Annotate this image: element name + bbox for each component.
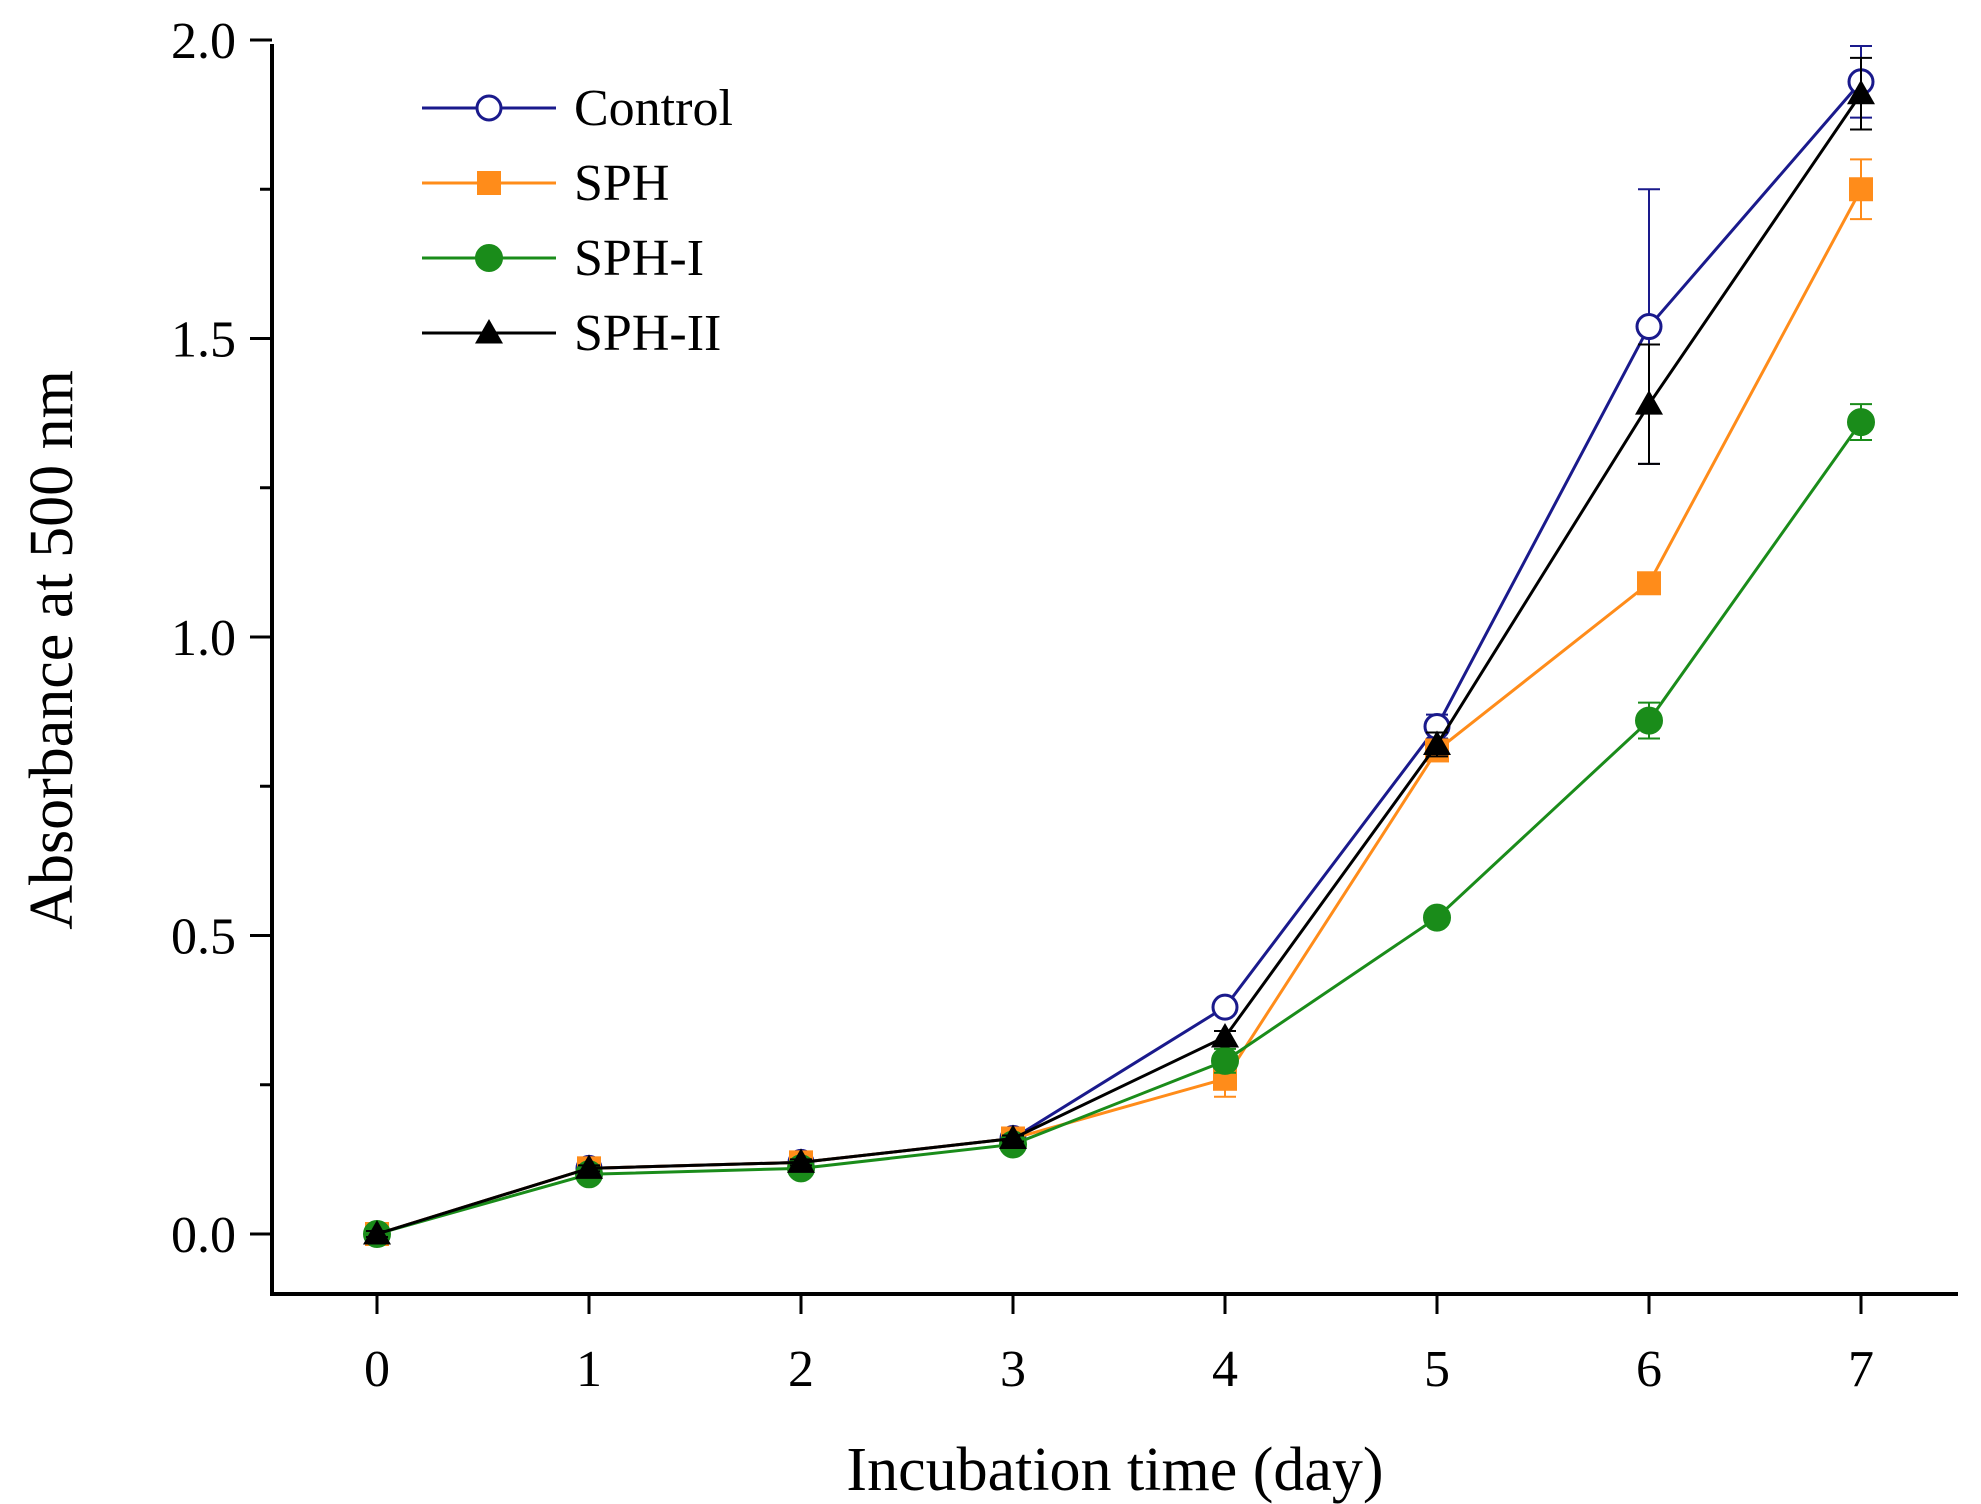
series-line (376, 421, 1863, 1236)
legend-item: Control (422, 80, 733, 137)
data-point (1635, 313, 1663, 341)
data-point (1211, 1022, 1239, 1048)
x-tick-label: 3 (1000, 1341, 1026, 1398)
legend-marker (475, 244, 503, 272)
legend-marker (475, 319, 503, 344)
data-point (1211, 1046, 1239, 1075)
series-sph-ii (363, 56, 1875, 1245)
legend-item: SPH-II (422, 305, 721, 362)
legend-item: SPH-I (422, 230, 704, 287)
y-tick-label: 1.0 (171, 610, 236, 667)
data-point (1847, 79, 1875, 105)
data-point (363, 1220, 391, 1245)
data-point (575, 1154, 603, 1179)
x-tick-label: 7 (1848, 1341, 1874, 1398)
y-tick-label: 0.5 (171, 909, 236, 966)
y-axis-title: Absorbance at 500 nm (18, 370, 86, 930)
data-point (1635, 706, 1663, 735)
legend: Control SPH SPH-I SPH-II (422, 80, 733, 362)
data-point (999, 1124, 1027, 1149)
legend-marker (477, 171, 501, 195)
legend-label: SPH (574, 155, 669, 212)
x-axis-title: Incubation time (day) (846, 1436, 1383, 1504)
ticks: 0 1 2 3 4 5 6 7 0.0 0.5 1.0 1.5 2.0 (171, 13, 1874, 1398)
y-tick-label: 1.5 (171, 312, 236, 369)
data-point (1635, 390, 1663, 415)
data-point (787, 1148, 815, 1173)
x-tick-label: 1 (576, 1341, 602, 1398)
legend-label: SPH-II (574, 305, 721, 362)
axes (270, 44, 1958, 1296)
data-point (1211, 993, 1239, 1021)
data-point (1849, 177, 1873, 202)
x-tick-label: 6 (1636, 1341, 1662, 1398)
legend-label: Control (574, 80, 733, 137)
data-point (1637, 571, 1661, 596)
x-tick-label: 4 (1212, 1341, 1238, 1398)
series (363, 44, 1875, 1248)
legend-label: SPH-I (574, 230, 704, 287)
x-tick-label: 5 (1424, 1341, 1450, 1398)
legend-marker (475, 94, 503, 122)
x-tick-label: 2 (788, 1341, 814, 1398)
legend-item: SPH (422, 155, 669, 212)
series-line (376, 92, 1863, 1236)
y-tick-label: 2.0 (171, 13, 236, 70)
series-sph-i (363, 403, 1875, 1248)
data-point (1423, 903, 1451, 932)
data-point (1423, 730, 1451, 755)
series-control (363, 44, 1875, 1248)
x-tick-label: 0 (364, 1341, 390, 1398)
y-tick-label: 0.0 (171, 1207, 236, 1264)
data-point (1847, 408, 1875, 437)
